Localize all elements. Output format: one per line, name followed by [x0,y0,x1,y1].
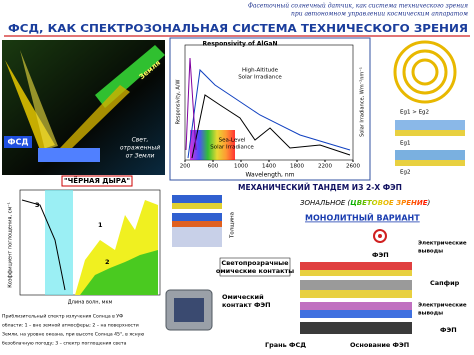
spiral [411,58,439,86]
caption: Земли, на уровне океана, при высоте Солн… [2,332,144,338]
spiral [402,49,448,95]
x-tick-label: 1000 [234,164,248,170]
layer [172,227,222,247]
x-tick-label: 1400 [262,164,276,170]
chart-title: "ЧЁРНАЯ ДЫРА" [64,176,130,185]
ray [20,50,58,150]
layer [300,290,412,298]
marker-dot [378,234,382,238]
y-axis-label: Responsivity, A/W [176,80,182,125]
band-label: Eg1 [400,141,410,147]
ohmic-label: Омический [222,293,264,301]
band-label: Eg2 [400,170,410,176]
assembly: ФЭП Электрические выводы Сапфир Электрич… [265,241,467,350]
leads-bottom: Электрические [418,303,467,309]
reflected-label: от Земли [126,153,155,160]
x-axis-label: Длина волн, мкм [68,300,113,306]
sensor-label-box [4,136,32,148]
x-tick-label: 2600 [346,164,360,170]
title-box [61,175,133,187]
layer [395,150,465,160]
caption: Приблизительный спектр излучения Солнца … [2,313,123,320]
annotation: Solar Irradiance [210,145,254,151]
layer [300,270,412,276]
monolithic-label: МОНОЛИТНЫЙ ВАРИАНТ [305,212,420,223]
layer [300,302,412,310]
caption: области: 1 – вне земной атмосферы; 2 – н… [2,322,139,329]
spectrum-chart: Responsivity of AlGaN High-Altitude Sola… [169,37,371,181]
layer [300,280,412,290]
sensor [38,148,100,162]
spiral [393,40,457,104]
annotation: High-Altitude [242,68,279,74]
x-tick-label: 600 [208,164,219,170]
face-label: Грань ФСД [265,341,306,349]
layer [395,130,465,136]
sea-level-curve [191,94,351,159]
leads-top: Электрические [418,241,467,247]
sensor-label: ФСД [8,138,29,147]
base-label: Основание ФЭП [350,341,409,349]
contacts-label: Светопрозрачные [221,259,289,267]
title: ФСД, КАК СПЕКТРОЗОНАЛЬНАЯ СИСТЕМА ТЕХНИЧ… [8,22,468,35]
layer [172,221,222,227]
tandem-title: МЕХАНИЧЕСКИЙ ТАНДЕМ ИЗ 2-Х ФЭП [238,183,402,192]
layer [172,195,222,203]
zonal-color: ЦВЕТОВОЕ ЗРЕНИЕ [350,199,427,207]
absorption-curve [21,199,66,291]
band-label: Eg1 > Eg2 [400,110,429,116]
spectrum-area [80,250,158,295]
layer [172,213,222,221]
chart-title: Responsivity of AlGaN [203,41,278,48]
leads-bottom: выводы [418,311,443,317]
fep-top: ФЭП [372,251,389,259]
layer [395,160,465,166]
high-altitude-curve [187,68,351,159]
zonal-prefix: ЗОНАЛЬНОЕ ( [300,199,351,207]
fep-bottom: ФЭП [440,326,457,334]
layer [300,322,412,334]
responsivity-curve [185,57,197,151]
zonal-label: ЗОНАЛЬНОЕ (ЦВЕТОВОЕ ЗРЕНИЕ) [300,199,431,207]
annotation: Sea-Level [219,138,246,144]
uv-band [45,190,73,295]
layer [395,120,465,130]
tandem: МЕХАНИЧЕСКИЙ ТАНДЕМ ИЗ 2-Х ФЭП Толщина З… [165,183,431,331]
x-tick-label: 200 [180,164,191,170]
x-tick-label: 1800 [290,164,304,170]
curve-label: 1 [98,221,103,229]
earth-diagram: ФСД Земля Свет, отраженный от Земли [2,40,165,175]
label-box [219,257,291,277]
earth [95,45,165,108]
layer [300,262,412,270]
subtitle: Фасеточный солнечный датчик, как система… [248,3,468,10]
visible-band [190,130,235,160]
curve-label: 3 [35,201,40,209]
sapphire: Сапфир [430,279,460,287]
curve-label: 2 [105,258,110,266]
x-tick-label: 2200 [318,164,332,170]
leads-top: выводы [418,249,443,255]
zonal-suffix: ) [427,199,431,207]
reflected-label: отраженный [120,145,160,152]
reflected-label: Свет, [132,137,149,144]
band-diagram: Eg1 > Eg2 Eg1 Eg2 [393,40,465,176]
contacts-label: омические контакты [216,267,294,275]
ohmic-label: контакт ФЭП [222,301,271,309]
layer [300,310,412,318]
absorption-chart: "ЧЁРНАЯ ДЫРА" Коэффициент поглощения, см… [2,175,161,347]
x-axis-label: Wavelength, nm [245,172,294,179]
y2-axis-label: Solar Irradiance, Wm⁻²nm⁻¹ [360,67,366,137]
caption: безоблачную погоду; 3 – спектр поглощени… [2,341,127,347]
y-axis-label: Коэффициент поглощения, см⁻¹ [8,202,14,288]
ray [60,85,130,150]
subtitle: при автономном управлении космическим ап… [291,11,468,18]
layer [172,203,222,209]
device-window [174,298,204,322]
annotation: Solar Irradiance [238,75,282,81]
thickness-label: Толщина [230,212,236,239]
